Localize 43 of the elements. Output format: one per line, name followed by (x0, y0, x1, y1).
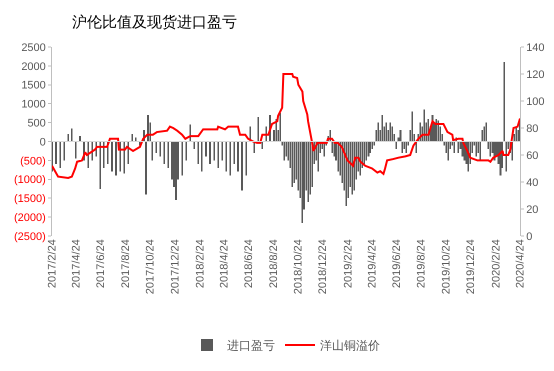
line-series (52, 73, 520, 179)
y2-tick-label: 120 (526, 68, 545, 81)
legend-label: 进口盈亏 (227, 338, 275, 353)
x-tick-label: 2017/4/24 (70, 239, 82, 288)
x-tick-label: 2020/2/24 (490, 239, 502, 288)
x-tick-label: 2019/12/24 (465, 239, 478, 294)
x-tick-label: 2017/12/24 (169, 239, 182, 294)
x-tick-label: 2017/10/24 (144, 239, 157, 294)
x-tick-label: 2017/2/24 (46, 239, 59, 288)
x-tick-label: 2019/10/24 (440, 239, 452, 294)
y2-tick-label: 140 (526, 42, 545, 54)
y-tick-label: 2000 (21, 60, 46, 73)
x-tick-label: 2018/4/24 (218, 239, 230, 288)
y-tick-label: 500 (27, 117, 46, 130)
x-tick-label: 2019/8/24 (416, 239, 428, 288)
y-tick-label: (1000) (14, 174, 46, 186)
chart-title: 沪伦比值及现货进口盈亏 (72, 14, 238, 32)
x-tick-label: 2018/12/24 (317, 239, 330, 294)
x-tick-label: 2018/10/24 (292, 239, 305, 294)
y2-tick-label: 80 (526, 122, 538, 135)
y2-tick-label: 100 (526, 96, 545, 108)
y2-tick-label: 0 (526, 230, 532, 243)
x-tick-label: 2019/4/24 (366, 239, 378, 288)
x-tick-label: 2020/4/24 (514, 239, 527, 288)
x-tick-label: 2018/8/24 (268, 239, 280, 288)
x-tick-label: 2017/8/24 (120, 239, 132, 288)
y-tick-label: 1500 (21, 80, 46, 92)
x-tick-label: 2017/6/24 (95, 239, 108, 288)
y2-tick-label: 40 (526, 176, 538, 189)
y-tick-label: (500) (20, 155, 46, 168)
x-tick-label: 2019/6/24 (390, 239, 403, 288)
x-tick-label: 2018/2/24 (194, 239, 206, 288)
y-tick-label: 0 (40, 136, 46, 148)
legend-label: 洋山铜溢价 (320, 338, 380, 353)
y-tick-label: (1500) (14, 193, 46, 206)
y-tick-label: (2500) (14, 230, 46, 243)
y-tick-label: (2000) (14, 212, 46, 224)
x-tick-label: 2019/2/24 (342, 239, 354, 288)
y-tick-label: 2500 (21, 42, 46, 54)
x-tick-label: 2018/6/24 (243, 239, 256, 288)
y2-tick-label: 20 (526, 204, 538, 216)
y-tick-label: 1000 (21, 98, 46, 111)
y2-tick-label: 60 (526, 150, 538, 162)
